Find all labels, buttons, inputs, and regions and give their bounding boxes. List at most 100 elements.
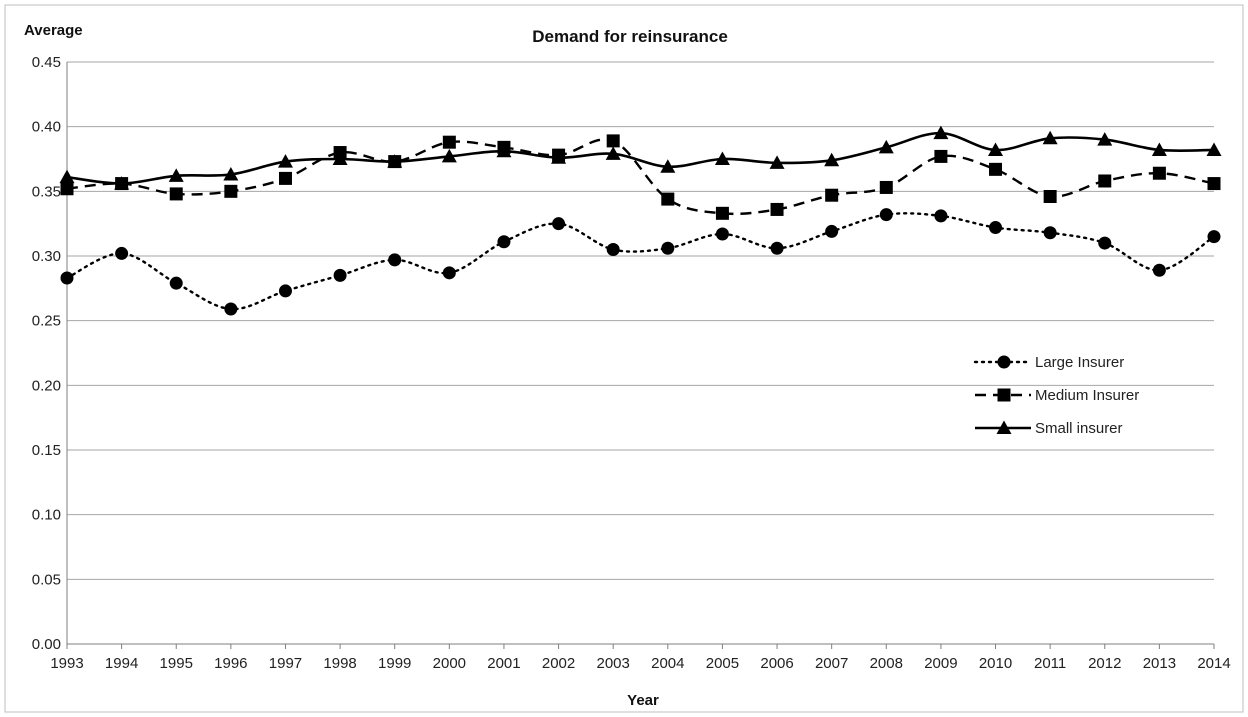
data-point-triangle	[59, 169, 75, 184]
data-point-triangle	[824, 152, 840, 167]
legend-marker-circle	[997, 355, 1011, 369]
x-tick-label: 1994	[105, 655, 138, 672]
series-layer	[59, 125, 1222, 316]
x-tick-label: 2009	[924, 655, 957, 672]
y-tick-label: 0.05	[32, 571, 61, 588]
series-small-insurer	[59, 125, 1222, 190]
legend-label: Small insurer	[1035, 420, 1123, 437]
data-point-triangle	[168, 168, 184, 182]
x-tick-label: 2011	[1034, 655, 1066, 672]
data-point-square	[825, 188, 839, 202]
y-tick-label: 0.10	[32, 507, 61, 524]
data-point-square	[661, 192, 675, 206]
y-tick-label: 0.15	[32, 442, 61, 459]
data-point-square	[1043, 190, 1057, 204]
data-point-circle	[169, 276, 183, 290]
data-point-circle	[1043, 226, 1057, 240]
data-point-triangle	[769, 155, 785, 169]
data-point-triangle	[660, 159, 676, 173]
series-line	[66, 131, 1215, 185]
data-point-triangle	[332, 151, 348, 165]
data-point-square	[1152, 166, 1166, 180]
data-point-triangle	[387, 154, 403, 168]
data-point-circle	[661, 241, 675, 255]
data-point-circle	[552, 217, 566, 231]
x-tick-label: 1997	[269, 655, 302, 672]
data-point-circle	[278, 284, 292, 298]
data-point-triangle	[878, 139, 894, 154]
data-point-square	[770, 202, 784, 216]
data-point-square	[989, 162, 1003, 176]
data-point-triangle	[1151, 142, 1167, 156]
legend-marker-square	[997, 388, 1011, 402]
data-point-circle	[879, 208, 893, 222]
y-axis-label: Average	[24, 22, 83, 39]
data-point-triangle	[1097, 132, 1113, 146]
x-tick-label: 2000	[433, 655, 466, 672]
x-tick-label: 2012	[1088, 655, 1121, 672]
data-point-circle	[1152, 263, 1166, 277]
x-tick-label: 2006	[760, 655, 793, 672]
data-point-triangle	[551, 150, 567, 164]
y-tick-label: 0.45	[32, 54, 61, 71]
data-point-circle	[825, 224, 839, 238]
axes: 0.00 0.05 0.10 0.15 0.20 0.25 0.30 0.35 0.40 0.45…	[32, 54, 1231, 672]
x-tick-label: 2001	[487, 655, 520, 672]
data-point-circle	[715, 227, 729, 241]
data-point-square	[1207, 177, 1221, 191]
legend-item: Large Insurer	[973, 354, 1124, 371]
legend-item: Medium Insurer	[975, 387, 1139, 404]
series-line	[66, 138, 1215, 216]
data-point-triangle	[1042, 130, 1058, 145]
data-point-circle	[606, 243, 620, 257]
data-point-triangle	[933, 125, 949, 140]
y-tick-label: 0.35	[32, 183, 61, 200]
data-point-circle	[115, 246, 129, 260]
series-line	[65, 212, 1216, 311]
data-point-circle	[934, 209, 948, 223]
data-point-triangle	[223, 167, 239, 181]
legend-item: Small insurer	[975, 420, 1123, 437]
data-point-square	[60, 182, 74, 196]
x-tick-label: 2005	[706, 655, 739, 672]
data-point-triangle	[496, 143, 512, 158]
data-point-circle	[1207, 230, 1221, 244]
data-point-square	[442, 135, 456, 149]
x-tick-label: 1998	[323, 655, 356, 672]
x-tick-label: 1995	[160, 655, 193, 672]
x-tick-label: 1999	[378, 655, 411, 672]
data-point-circle	[497, 235, 511, 249]
y-tick-label: 0.30	[32, 248, 61, 265]
x-tick-label: 2007	[815, 655, 848, 672]
data-point-circle	[989, 221, 1003, 235]
chart-title: Demand for reinsurance	[532, 27, 728, 46]
data-point-triangle	[605, 146, 621, 160]
legend: Large Insurer Medium Insurer Small insurer	[973, 354, 1139, 437]
data-point-circle	[442, 266, 456, 280]
data-point-square	[1098, 174, 1112, 188]
data-point-square	[934, 149, 948, 163]
x-tick-label: 2008	[870, 655, 903, 672]
data-point-square	[715, 206, 729, 220]
x-tick-label: 2014	[1197, 655, 1230, 672]
x-tick-label: 2004	[651, 655, 684, 672]
y-tick-label: 0.25	[32, 313, 61, 330]
y-tick-label: 0.00	[32, 636, 61, 653]
data-point-circle	[388, 253, 402, 267]
data-point-triangle	[1206, 142, 1222, 156]
data-point-triangle	[714, 151, 730, 165]
x-tick-label: 1996	[214, 655, 247, 672]
series-large-insurer	[60, 208, 1221, 316]
y-tick-label: 0.40	[32, 119, 61, 136]
data-point-circle	[224, 302, 238, 316]
data-point-triangle	[114, 176, 130, 190]
chart-border	[4, 4, 1244, 713]
data-point-circle	[770, 241, 784, 255]
data-point-square	[278, 171, 292, 185]
data-point-square	[879, 180, 893, 194]
x-tick-label: 2013	[1143, 655, 1176, 672]
gridlines	[67, 61, 1214, 580]
data-point-circle	[333, 268, 347, 282]
